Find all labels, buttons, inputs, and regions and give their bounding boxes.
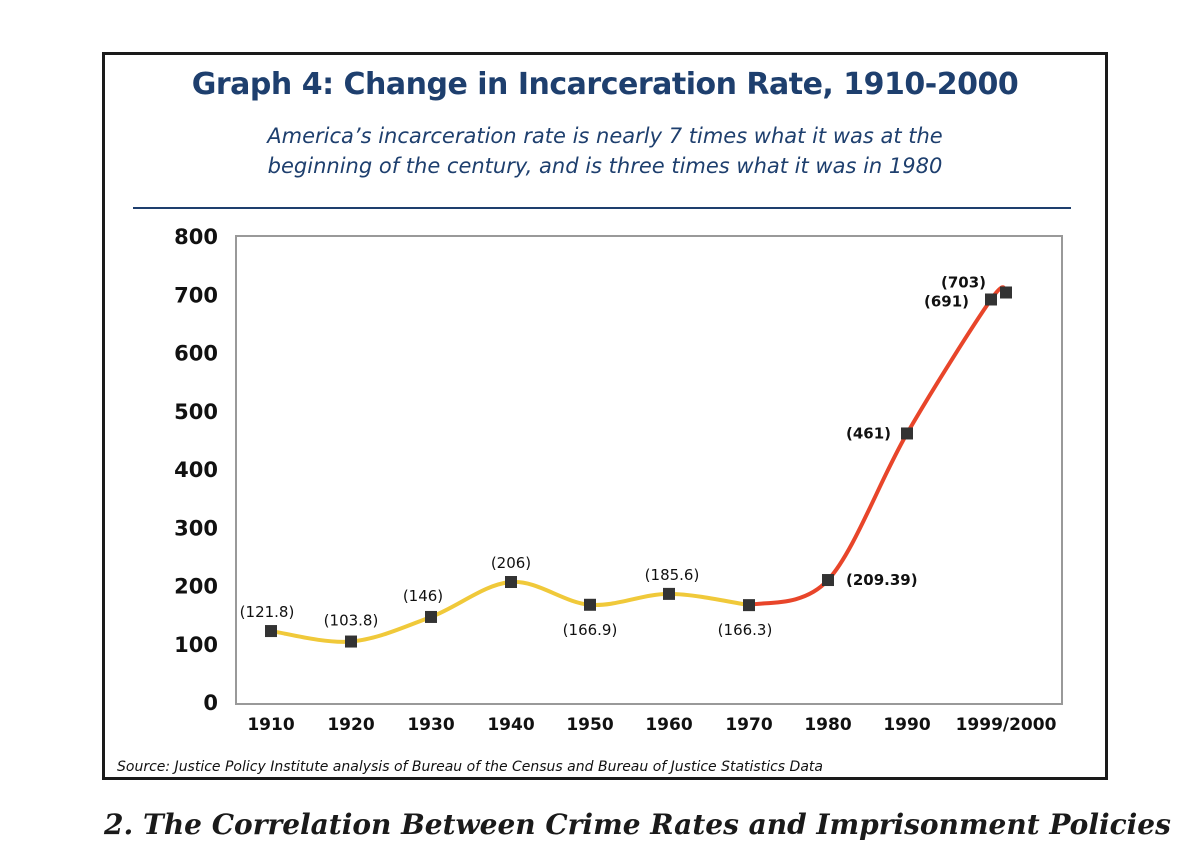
subtitle-line-2: beginning of the century, and is three t… xyxy=(267,154,943,178)
y-tick-label: 0 xyxy=(203,691,218,715)
chart-frame: Graph 4: Change in Incarceration Rate, 1… xyxy=(102,52,1108,780)
x-tick-label: 1950 xyxy=(566,715,613,735)
data-point-marker xyxy=(822,574,834,587)
title-divider xyxy=(133,207,1071,209)
section-heading: 2. The Correlation Between Crime Rates a… xyxy=(104,808,1171,841)
x-tick-label: 1999/2000 xyxy=(956,715,1057,735)
data-label: (206) xyxy=(491,554,531,572)
chart-source: Source: Justice Policy Institute analysi… xyxy=(117,759,823,775)
data-point-marker xyxy=(901,427,913,440)
data-label: (691) xyxy=(924,292,969,310)
series-line-1970-2000 xyxy=(748,285,1008,608)
data-point-marker xyxy=(985,293,997,306)
y-tick-label: 200 xyxy=(174,575,218,599)
y-tick-label: 100 xyxy=(174,633,218,657)
y-tick-label: 400 xyxy=(174,458,218,482)
x-tick-label: 1930 xyxy=(407,715,454,735)
data-point-marker xyxy=(663,587,675,600)
y-tick-label: 300 xyxy=(174,516,218,540)
data-point-marker xyxy=(265,625,277,638)
data-point-marker xyxy=(425,610,437,623)
x-tick-label: 1980 xyxy=(804,715,851,735)
data-point-marker xyxy=(584,598,596,611)
data-label: (146) xyxy=(403,587,443,605)
x-tick-label: 1960 xyxy=(645,715,692,735)
y-tick-label: 800 xyxy=(174,225,218,249)
y-tick-label: 700 xyxy=(174,283,218,307)
x-tick-label: 1970 xyxy=(725,715,772,735)
data-point-marker xyxy=(505,576,517,589)
data-label: (166.9) xyxy=(563,621,618,639)
y-tick-label: 600 xyxy=(174,342,218,366)
data-label: (209.39) xyxy=(846,571,918,589)
data-label: (166.3) xyxy=(718,621,773,639)
data-label: (185.6) xyxy=(645,566,700,584)
data-label: (103.8) xyxy=(324,612,379,630)
x-tick-label: 1920 xyxy=(327,715,374,735)
x-tick-label: 1910 xyxy=(247,715,294,735)
data-point-marker xyxy=(345,635,357,648)
x-tick-label: 1990 xyxy=(883,715,930,735)
y-tick-label: 500 xyxy=(174,400,218,424)
subtitle-line-1: America’s incarceration rate is nearly 7… xyxy=(267,124,943,148)
data-point-marker xyxy=(743,599,755,612)
x-tick-label: 1940 xyxy=(487,715,534,735)
chart-subtitle: America’s incarceration rate is nearly 7… xyxy=(165,121,1045,181)
data-label: (703) xyxy=(941,274,986,292)
data-label: (461) xyxy=(846,424,891,442)
data-label: (121.8) xyxy=(240,603,295,621)
data-point-marker xyxy=(1000,286,1012,299)
plot-area xyxy=(235,235,1063,705)
chart-title: Graph 4: Change in Incarceration Rate, 1… xyxy=(191,67,1019,102)
